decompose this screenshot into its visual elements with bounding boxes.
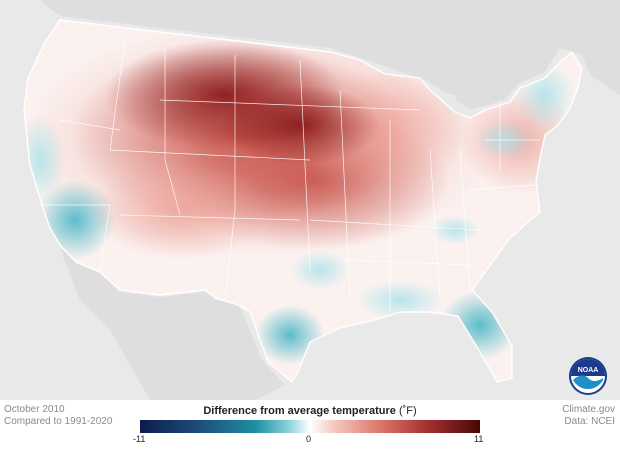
legend-title: Difference from average temperature: [203, 405, 396, 417]
legend-max-label: 11: [474, 434, 484, 444]
map-panel: [0, 0, 620, 400]
period-label: October 2010: [4, 404, 65, 415]
legend-unit: (˚F): [398, 405, 417, 417]
noaa-logo-icon: NOAA: [569, 357, 607, 395]
legend-title-row: Difference from average temperature (˚F): [140, 405, 480, 417]
map-period-info: October 2010 Compared to 1991-2020: [4, 404, 112, 428]
source-info: Climate.gov Data: NCEI: [562, 404, 615, 428]
mexico-landmass: [60, 248, 285, 400]
legend-mid-label: 0: [306, 434, 312, 444]
temperature-anomaly-map: [23, 0, 620, 400]
data-source: Data: NCEI: [564, 416, 615, 427]
noaa-logo-text: NOAA: [578, 367, 599, 374]
baseline-label: Compared to 1991-2020: [4, 416, 113, 427]
source-site: Climate.gov: [562, 404, 615, 415]
legend-min-label: -11: [133, 434, 146, 444]
state-borders: [42, 39, 540, 310]
canada-landmass: [40, 0, 620, 110]
legend-color-bar: [140, 420, 480, 433]
